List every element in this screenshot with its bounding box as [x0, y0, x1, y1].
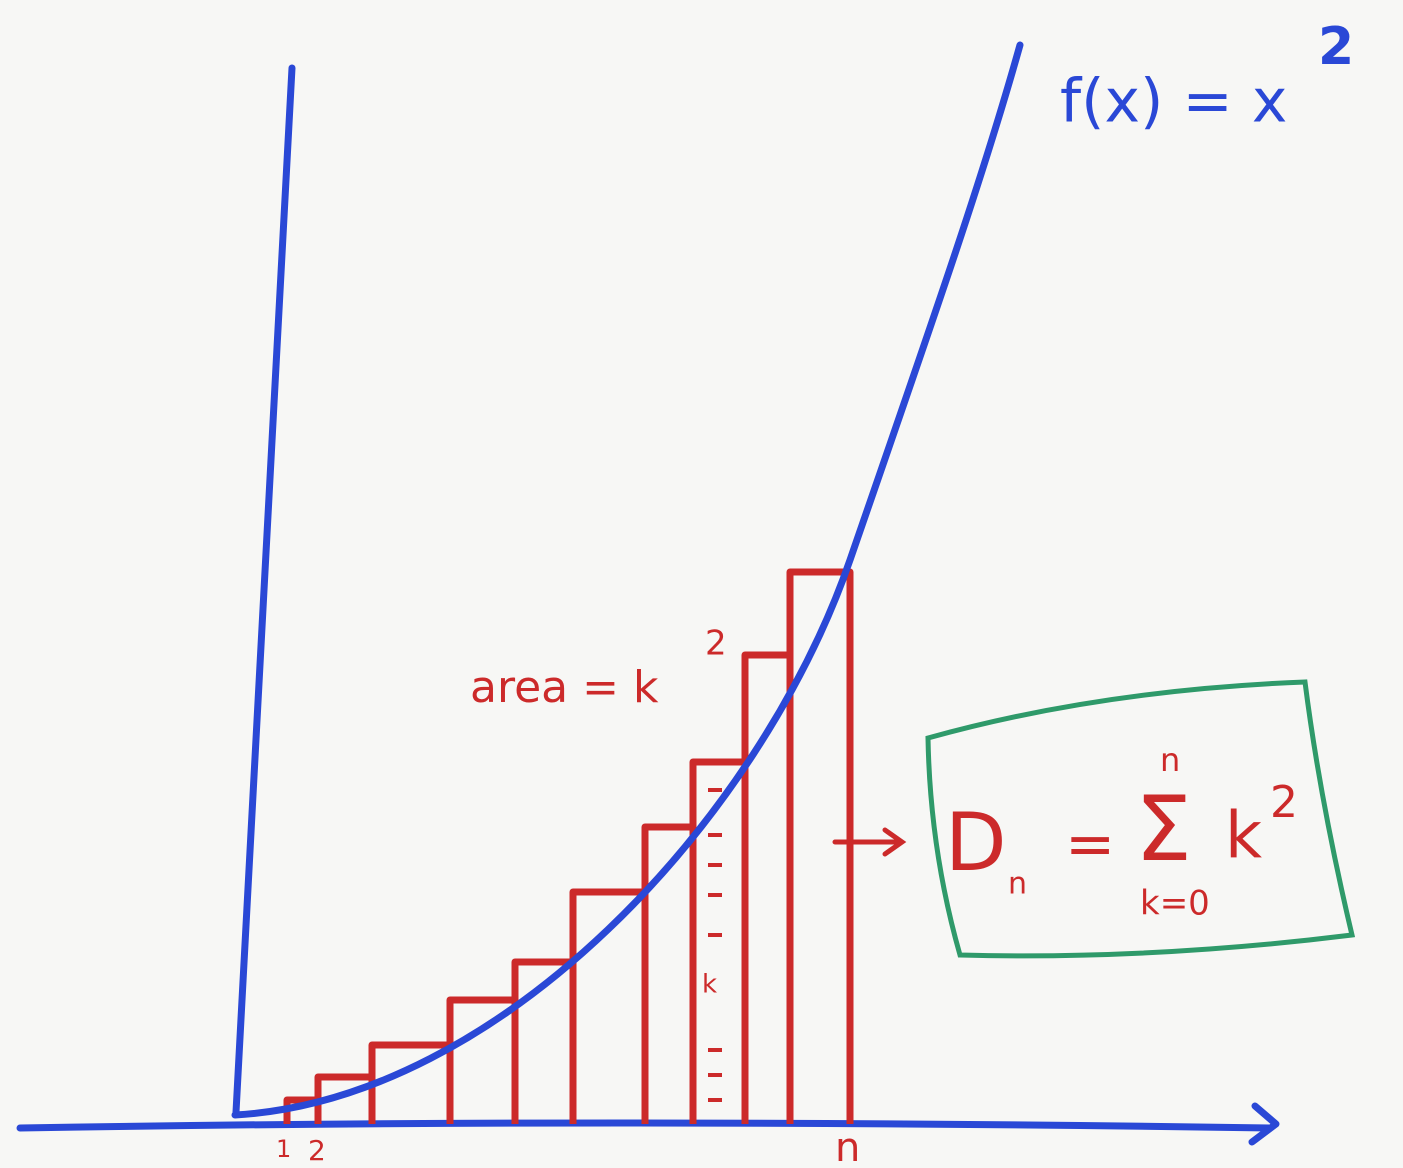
formula-sigma: Σ: [1135, 777, 1192, 882]
formula-term: k: [1225, 800, 1262, 874]
formula-lower: k=0: [1140, 884, 1210, 924]
axis-label: 2: [308, 1134, 326, 1167]
formula-equals: =: [1065, 810, 1115, 880]
axis-label: n: [835, 1125, 860, 1168]
formula-lhs: D: [945, 796, 1007, 889]
formula-term-exponent: 2: [1270, 777, 1298, 828]
bar-label: k: [702, 970, 717, 1000]
axis-label: 1: [276, 1135, 291, 1163]
diagram: f(x) = x 2 area = k 2 D n = Σ n k=0 k 2 …: [0, 0, 1403, 1168]
function-label: f(x) = x: [1060, 67, 1287, 137]
function-exponent: 2: [1318, 17, 1354, 77]
area-exponent: 2: [705, 624, 727, 664]
formula-upper: n: [1160, 741, 1180, 779]
area-label: area = k: [470, 662, 659, 713]
formula-subscript: n: [1008, 867, 1027, 902]
